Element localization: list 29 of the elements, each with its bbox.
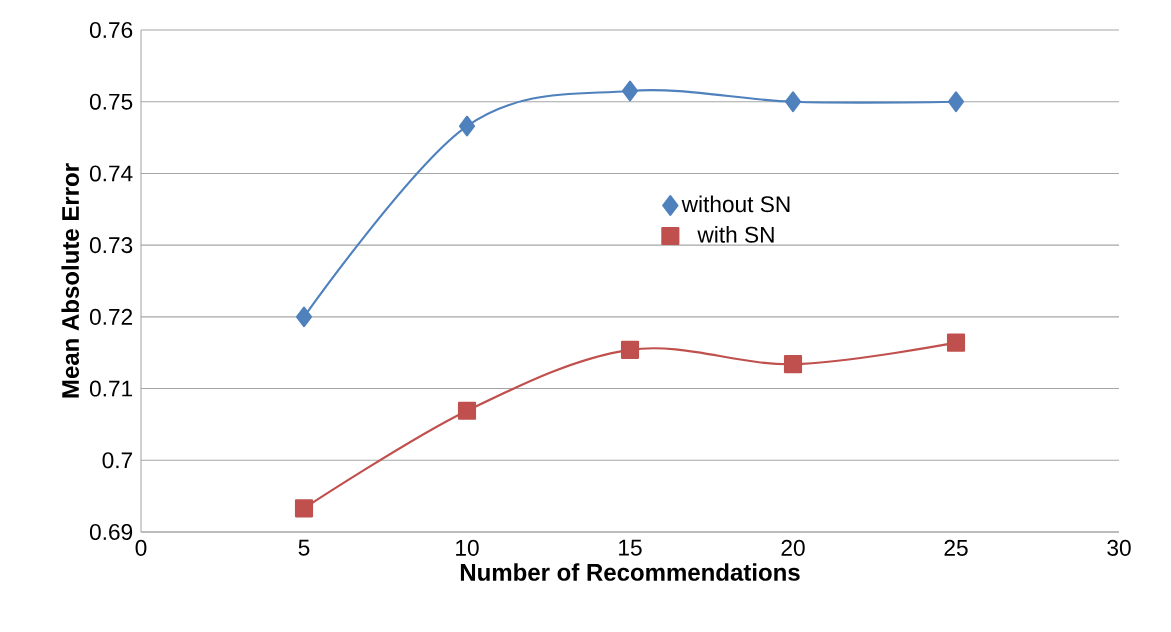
y-tick-label: 0.7 [102,452,133,469]
point [457,401,477,420]
x-tick-label: 5 [298,539,310,556]
point [295,306,313,328]
x-axis-title: Number of Recommendations [460,563,800,581]
y-axis-title: Mean Absolute Error [61,163,80,398]
point [294,499,314,518]
point [946,333,966,352]
point [620,340,640,359]
y-tick-label: 0.73 [89,237,133,254]
x-tick-label: 20 [781,539,805,556]
y-tick-label: 0.74 [89,165,133,182]
x-tick-label: 25 [944,539,968,556]
x-tick-label: 15 [619,539,642,556]
point [947,91,965,113]
x-tick-label: 10 [456,539,479,556]
x-tick-label: 0 [135,539,147,556]
y-tick-label: 0.71 [89,380,133,397]
y-tick-label: 0.72 [89,308,133,325]
point [784,91,802,113]
point [783,355,803,374]
x-tick-label: 30 [1107,539,1131,556]
y-tick-label: 0.69 [89,523,133,541]
legend-label: without SN [681,195,790,213]
point [458,115,476,137]
point [621,80,639,102]
legend-label: with SN [697,226,774,243]
y-tick-label: 0.76 [89,21,133,39]
y-tick-label: 0.75 [89,93,133,110]
